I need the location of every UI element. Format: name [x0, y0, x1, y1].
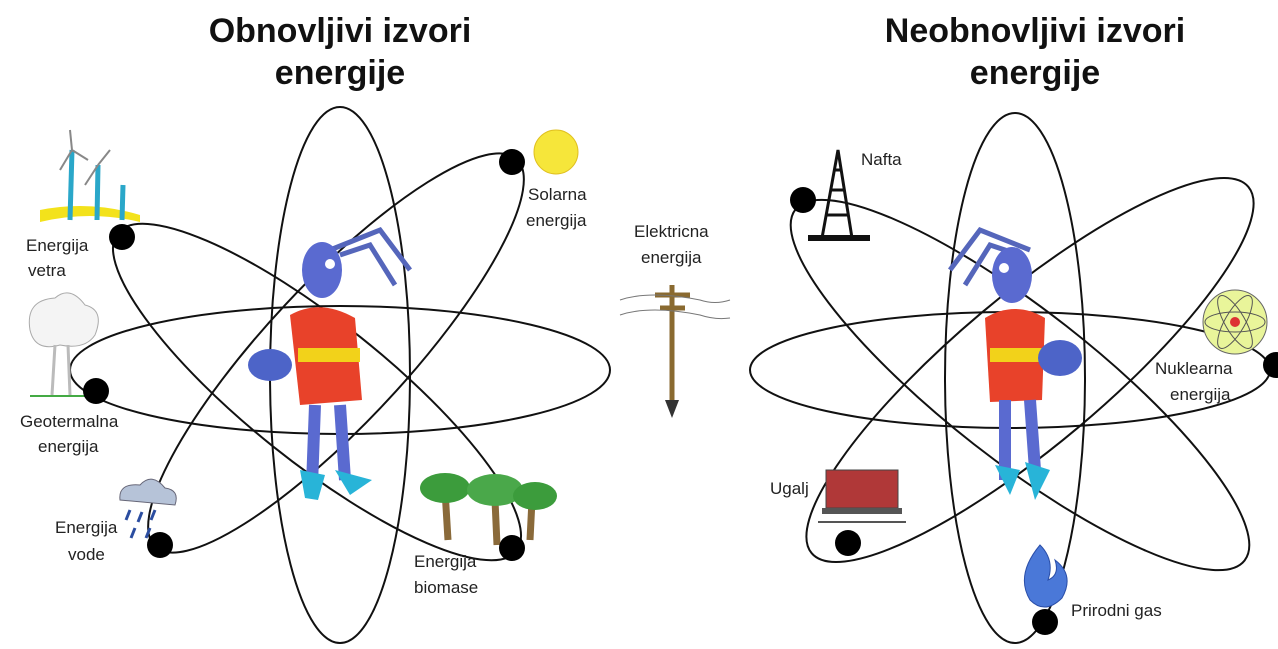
orbit-dot — [83, 378, 109, 404]
source-label: Prirodni gas — [1071, 601, 1162, 620]
rain-icon — [120, 479, 176, 538]
source-label: vode — [68, 545, 105, 564]
gas-flame-icon — [1024, 545, 1067, 607]
title-line: Neobnovljivi izvori — [885, 12, 1185, 50]
wind-icon — [40, 130, 140, 222]
title-line: energije — [970, 54, 1100, 92]
sun-icon — [534, 130, 578, 174]
source-label: Energija — [26, 236, 89, 255]
source-label: Energija — [414, 552, 477, 571]
source-label: energija — [1170, 385, 1231, 404]
source-label: vetra — [28, 261, 66, 280]
source-label: Nuklearna — [1155, 359, 1233, 378]
source-label: Ugalj — [770, 479, 809, 498]
title-line: Obnovljivi izvori — [209, 12, 472, 50]
source-label: biomase — [414, 578, 478, 597]
orbit-dot — [1263, 352, 1278, 378]
source-label: Geotermalna — [20, 412, 119, 431]
ant-mascot — [950, 230, 1082, 500]
atom-nonrenewable: Nafta Nuklearna energija Ugalj Prirodni … — [749, 113, 1278, 643]
source-label: Solarna — [528, 185, 587, 204]
atom-icon — [1203, 290, 1267, 354]
source-label: Nafta — [861, 150, 902, 169]
diagram: Obnovljivi izvori energije Neobnovljivi … — [0, 0, 1278, 649]
coal-cart-icon — [818, 470, 906, 522]
atom-renewable: Energija vetra Solarna energija Geoterma… — [20, 107, 610, 643]
orbit-dot — [499, 149, 525, 175]
power-pole — [620, 285, 730, 418]
orbit-dot — [499, 535, 525, 561]
source-label: Energija — [55, 518, 118, 537]
center-label: energija — [641, 248, 702, 267]
source-label: energija — [38, 437, 99, 456]
title-line: energije — [275, 54, 405, 92]
orbit-dot — [147, 532, 173, 558]
orbit-dot — [790, 187, 816, 213]
orbit-dot — [835, 530, 861, 556]
center-label: Elektricna — [634, 222, 709, 241]
orbit-dot — [1032, 609, 1058, 635]
orbit-dot — [109, 224, 135, 250]
source-label: energija — [526, 211, 587, 230]
trees-icon — [420, 473, 557, 545]
